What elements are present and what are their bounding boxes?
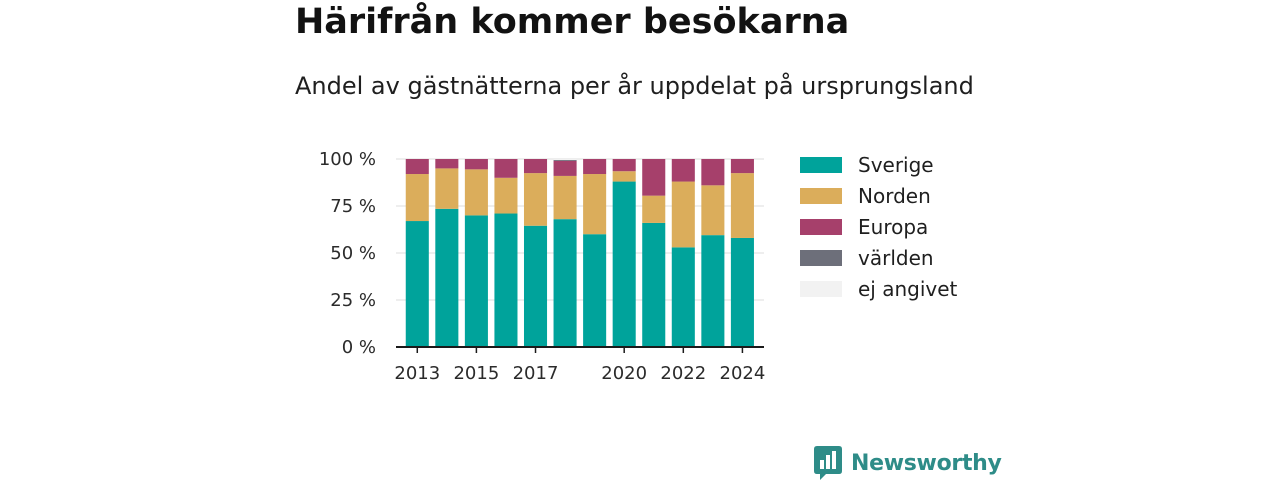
bar-segment [701, 185, 725, 236]
y-tick-label: 50 % [330, 243, 376, 264]
bar-segment [701, 159, 725, 186]
bar-segment [671, 247, 695, 347]
legend-swatch [800, 156, 842, 173]
legend-swatch [800, 187, 842, 204]
bar-segment [435, 168, 459, 209]
legend-item: Europa [800, 211, 957, 242]
legend-label: Europa [858, 214, 929, 239]
bar-segment [671, 181, 695, 248]
bar-segment [642, 195, 666, 223]
chart-title: Härifrån kommer besökarna [295, 2, 850, 42]
bar-segment [405, 174, 429, 222]
bar-segment [583, 159, 607, 175]
x-tick-label: 2022 [660, 363, 706, 384]
bar-segment [642, 159, 666, 196]
chart-subtitle: Andel av gästnätterna per år uppdelat på… [295, 72, 974, 100]
bar-segment [583, 234, 607, 347]
legend-swatch [800, 280, 842, 297]
legend-label: Sverige [858, 152, 934, 177]
legend-label: världen [858, 245, 934, 270]
brand-logo: Newsworthy [814, 446, 1002, 480]
legend-item: ej angivet [800, 273, 957, 304]
bar-segment [435, 208, 459, 347]
bar-segment [494, 159, 518, 178]
bar-segment [523, 173, 548, 226]
bar-segment [642, 222, 666, 347]
legend-item: världen [800, 242, 957, 273]
bar-segment [553, 159, 577, 161]
bar-segment [730, 237, 754, 347]
bar-segment [583, 174, 607, 235]
y-tick-label: 25 % [330, 290, 376, 311]
bar-segment [435, 159, 459, 169]
bar-segment [494, 177, 518, 214]
bar-segment [464, 159, 488, 170]
y-tick-label: 100 % [319, 149, 376, 170]
x-tick-label: 2020 [601, 363, 647, 384]
legend-label: ej angivet [858, 276, 958, 301]
x-tick-label: 2015 [453, 363, 499, 384]
bar-segment [730, 159, 754, 174]
y-tick-label: 0 % [342, 337, 376, 358]
legend-swatch [800, 249, 842, 266]
bar-segment [553, 159, 577, 160]
x-tick-label: 2013 [394, 363, 440, 384]
bar-segment [553, 219, 577, 347]
bar-segment [612, 181, 636, 347]
newsworthy-logo-icon [814, 446, 842, 480]
bar-segment [701, 235, 725, 347]
bar-segment [405, 221, 429, 347]
legend-item: Norden [800, 180, 957, 211]
bar-segment [523, 225, 548, 347]
bar-segment [553, 160, 577, 176]
bar-segment [405, 159, 429, 175]
bars [405, 159, 754, 347]
bar-segment [671, 159, 695, 182]
x-tick-label: 2024 [720, 363, 766, 384]
bar-segment [612, 159, 636, 172]
axes: 0 % 25 % 50 % 75 % 100 % 2013 2015 2017 2020 2022… [319, 149, 766, 384]
legend-swatch [800, 218, 842, 235]
bar-segment [730, 173, 754, 238]
legend-label: Norden [858, 183, 931, 208]
x-tick-label: 2017 [513, 363, 559, 384]
legend: Sverige Norden Europa världen ej angivet [800, 149, 957, 304]
bar-segment [464, 215, 488, 347]
y-tick-label: 75 % [330, 196, 376, 217]
legend-item: Sverige [800, 149, 957, 180]
bar-segment [553, 175, 577, 220]
brand-name: Newsworthy [851, 450, 1002, 476]
bar-segment [494, 213, 518, 347]
bar-segment [523, 159, 548, 174]
bar-segment [612, 171, 636, 182]
bar-segment [464, 169, 488, 216]
